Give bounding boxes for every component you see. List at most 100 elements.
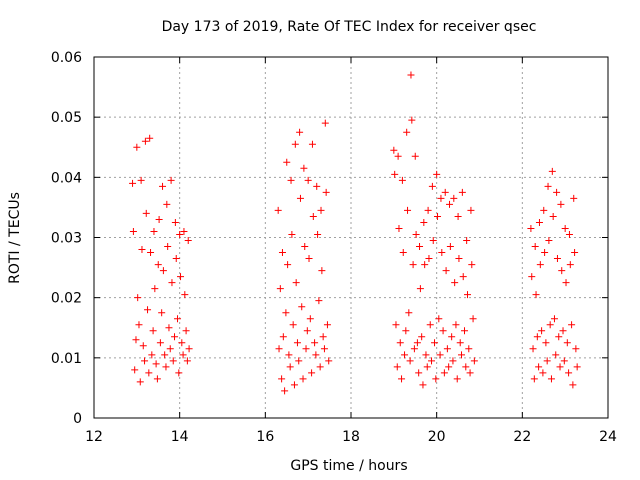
data-point — [445, 363, 453, 371]
data-point — [540, 206, 548, 214]
data-point — [144, 306, 152, 314]
data-point — [435, 315, 443, 323]
data-point — [129, 227, 137, 235]
data-point — [323, 321, 331, 329]
data-point — [276, 285, 284, 293]
data-point — [150, 227, 158, 235]
data-point — [283, 158, 291, 166]
data-point — [138, 246, 146, 254]
data-point — [429, 237, 437, 245]
data-point — [416, 285, 424, 293]
data-point — [149, 327, 157, 335]
data-point — [571, 249, 579, 257]
data-points — [129, 71, 581, 395]
data-point — [299, 375, 307, 383]
data-point — [153, 375, 161, 383]
data-point — [169, 357, 177, 365]
data-point — [164, 243, 172, 251]
data-point — [443, 345, 451, 353]
data-point — [433, 170, 441, 178]
data-point — [318, 267, 326, 275]
data-point — [438, 249, 446, 257]
data-point — [152, 360, 160, 368]
data-point — [419, 381, 427, 389]
data-point — [458, 188, 466, 196]
data-point — [446, 243, 454, 251]
data-point — [535, 218, 543, 226]
data-point — [145, 369, 153, 377]
data-point — [535, 363, 543, 371]
data-point — [179, 351, 187, 359]
y-tick-label: 0.06 — [51, 50, 82, 66]
data-point — [411, 152, 419, 160]
y-tick-label: 0.01 — [51, 351, 82, 367]
data-point — [142, 209, 150, 217]
data-point — [557, 200, 565, 208]
data-point — [146, 134, 154, 142]
data-point — [422, 351, 430, 359]
data-point — [159, 182, 167, 190]
data-point — [401, 351, 409, 359]
data-point — [543, 357, 551, 365]
data-point — [467, 206, 475, 214]
data-point — [421, 261, 429, 269]
data-point — [568, 321, 576, 329]
data-point — [559, 327, 567, 335]
data-point — [163, 200, 171, 208]
data-point — [298, 303, 306, 311]
data-point — [440, 369, 448, 377]
data-point — [528, 273, 536, 281]
data-point — [423, 363, 431, 371]
data-point — [398, 176, 406, 184]
data-point — [135, 321, 143, 329]
data-point — [398, 375, 406, 383]
data-point — [549, 212, 557, 220]
data-point — [561, 224, 569, 232]
data-point — [184, 237, 192, 245]
data-point — [533, 333, 541, 341]
data-point — [141, 357, 149, 365]
data-point — [547, 375, 555, 383]
data-point — [390, 146, 398, 154]
data-point — [317, 206, 325, 214]
data-point — [395, 224, 403, 232]
data-point — [174, 315, 182, 323]
x-tick-label: 16 — [256, 429, 274, 445]
data-point — [542, 339, 550, 347]
data-point — [565, 369, 573, 377]
data-point — [167, 176, 175, 184]
data-point — [428, 357, 436, 365]
data-point — [180, 227, 188, 235]
data-point — [129, 179, 137, 187]
data-point — [407, 71, 415, 79]
data-point — [182, 327, 190, 335]
data-point — [409, 261, 417, 269]
data-point — [155, 215, 163, 223]
data-point — [185, 345, 193, 353]
data-point — [136, 378, 144, 386]
data-point — [450, 194, 458, 202]
data-point — [446, 200, 454, 208]
data-point — [175, 369, 183, 377]
data-point — [137, 176, 145, 184]
data-point — [290, 381, 298, 389]
data-point — [161, 351, 169, 359]
data-point — [312, 351, 320, 359]
data-point — [314, 230, 322, 238]
data-point — [284, 261, 292, 269]
data-point — [418, 333, 426, 341]
data-point — [279, 333, 287, 341]
data-point — [436, 351, 444, 359]
data-point — [570, 194, 578, 202]
data-point — [308, 369, 316, 377]
data-point — [404, 206, 412, 214]
data-point — [459, 273, 467, 281]
data-point — [408, 116, 416, 124]
data-point — [403, 128, 411, 136]
data-point — [303, 327, 311, 335]
data-point — [538, 327, 546, 335]
data-point — [391, 170, 399, 178]
data-point — [456, 339, 464, 347]
data-point — [425, 255, 433, 263]
data-point — [282, 309, 290, 317]
